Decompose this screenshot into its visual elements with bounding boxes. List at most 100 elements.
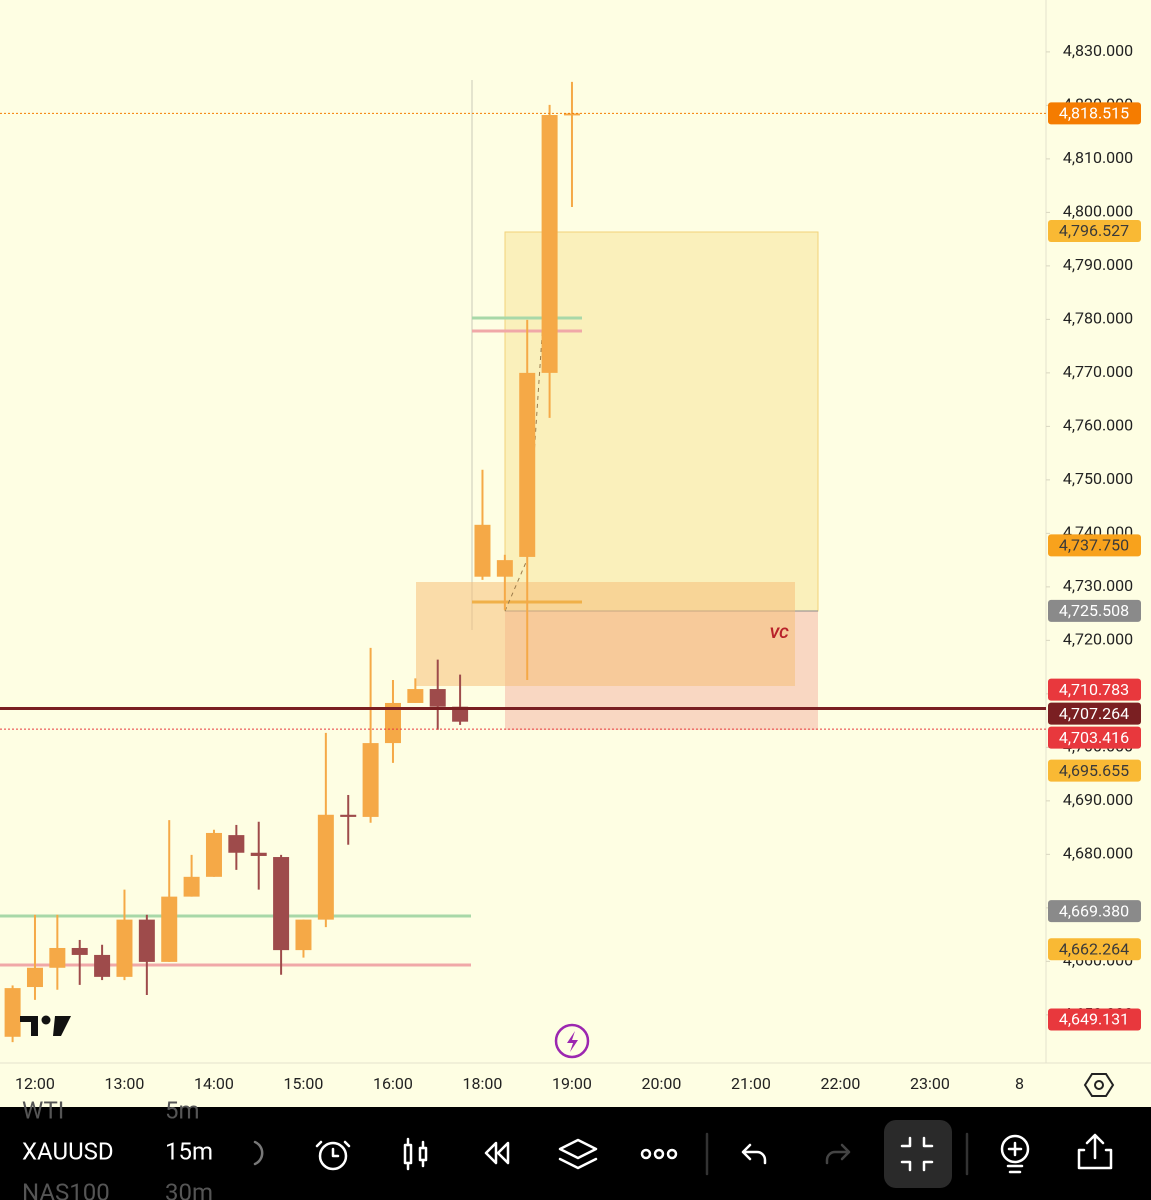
interval-above: 5m bbox=[165, 1096, 200, 1124]
x-tick-label: 12:00 bbox=[15, 1074, 55, 1093]
price-badge-label: 4,710.783 bbox=[1059, 680, 1129, 699]
interval[interactable]: 15m bbox=[165, 1137, 213, 1165]
price-badge bbox=[1048, 900, 1141, 923]
replay-badge[interactable] bbox=[554, 1023, 590, 1059]
candle-body bbox=[94, 954, 111, 977]
chart-background bbox=[0, 0, 1151, 1107]
symbol[interactable]: XAUUSD bbox=[22, 1137, 114, 1165]
price-badge bbox=[1048, 102, 1141, 125]
indicators-button[interactable] bbox=[403, 1137, 428, 1171]
candle-body bbox=[541, 115, 558, 373]
candle-body bbox=[362, 743, 379, 817]
redo-button[interactable] bbox=[825, 1143, 851, 1165]
price-badge bbox=[1048, 938, 1141, 961]
settings-button[interactable] bbox=[1083, 1073, 1115, 1097]
candle-body bbox=[496, 560, 513, 577]
candle-body bbox=[563, 113, 580, 116]
y-tick-label: 4,730.000 bbox=[1063, 576, 1133, 595]
more-button[interactable] bbox=[640, 1148, 678, 1160]
x-tick-label: 23:00 bbox=[910, 1074, 950, 1093]
price-badge-label: 4,649.131 bbox=[1059, 1010, 1129, 1029]
candle-body bbox=[138, 919, 155, 962]
price-badge bbox=[1048, 1008, 1141, 1031]
candle-body bbox=[407, 689, 424, 703]
fullscreen-button[interactable] bbox=[900, 1136, 934, 1172]
candle-body bbox=[474, 524, 491, 577]
price-badge-label: 4,707.264 bbox=[1059, 704, 1129, 723]
symbol-above: WTI bbox=[22, 1096, 64, 1124]
candle-body bbox=[228, 835, 245, 853]
candle-body bbox=[205, 832, 222, 877]
price-badge-label: 4,703.416 bbox=[1059, 728, 1129, 747]
price-badge bbox=[1048, 702, 1141, 725]
price-badge bbox=[1048, 219, 1141, 242]
candle-body bbox=[273, 857, 290, 951]
y-tick-label: 4,750.000 bbox=[1063, 469, 1133, 488]
price-badge-label: 4,737.750 bbox=[1059, 536, 1129, 555]
y-tick-label: 4,680.000 bbox=[1063, 844, 1133, 863]
candle-body bbox=[183, 876, 200, 897]
candle-body bbox=[317, 814, 334, 920]
y-tick-label: 4,780.000 bbox=[1063, 309, 1133, 328]
x-tick-label: 13:00 bbox=[105, 1074, 145, 1093]
picker-arrow bbox=[253, 1140, 264, 1166]
price-badge-label: 4,725.508 bbox=[1059, 601, 1129, 620]
candle-body bbox=[295, 919, 312, 951]
annotation: VC bbox=[770, 624, 789, 642]
y-tick-label: 4,760.000 bbox=[1063, 416, 1133, 435]
y-tick-label: 4,720.000 bbox=[1063, 630, 1133, 649]
price-badge-label: 4,818.515 bbox=[1059, 104, 1129, 123]
x-tick-label: 15:00 bbox=[284, 1074, 324, 1093]
symbol-picker[interactable]: WTI 5m XAUUSD 15m NAS100 30m bbox=[22, 1096, 213, 1200]
price-badge bbox=[1048, 726, 1141, 749]
x-tick-label: 18:00 bbox=[463, 1074, 503, 1093]
x-tick-label: 16:00 bbox=[373, 1074, 413, 1093]
y-tick-label: 4,790.000 bbox=[1063, 255, 1133, 274]
candle-body bbox=[452, 706, 469, 722]
x-tick-label: 20:00 bbox=[642, 1074, 682, 1093]
x-tick-label: 19:00 bbox=[552, 1074, 592, 1093]
candle-body bbox=[71, 947, 88, 955]
candle-body bbox=[250, 852, 267, 856]
series bbox=[4, 81, 580, 1043]
y-tick-label: 4,810.000 bbox=[1063, 148, 1133, 167]
y-tick-label: 4,690.000 bbox=[1063, 790, 1133, 809]
price-badge bbox=[1048, 599, 1141, 622]
candle-body bbox=[429, 689, 446, 707]
tradingview-logo bbox=[20, 1015, 71, 1036]
x-tick-label: 8 bbox=[1015, 1074, 1024, 1093]
undo-button[interactable] bbox=[741, 1143, 767, 1165]
x-tick-label: 21:00 bbox=[731, 1074, 771, 1093]
layers-button[interactable] bbox=[558, 1138, 598, 1170]
price-badge-label: 4,669.380 bbox=[1059, 901, 1129, 920]
price-badge-label: 4,662.264 bbox=[1059, 939, 1129, 958]
y-tick-label: 4,800.000 bbox=[1063, 202, 1133, 221]
x-tick-label: 14:00 bbox=[194, 1074, 234, 1093]
y-tick-label: 4,830.000 bbox=[1063, 41, 1133, 60]
fullscreen-button-bg[interactable] bbox=[884, 1120, 952, 1188]
candle-body bbox=[116, 919, 133, 977]
price-badge-label: 4,695.655 bbox=[1059, 761, 1129, 780]
bottom-toolbar bbox=[0, 1107, 1151, 1200]
price-badge-label: 4,796.527 bbox=[1059, 221, 1129, 240]
symbol-below: NAS100 bbox=[22, 1178, 110, 1200]
candle-body bbox=[49, 947, 66, 968]
replay-button[interactable] bbox=[484, 1141, 510, 1165]
candle-body bbox=[26, 967, 43, 988]
interval-below: 30m bbox=[165, 1178, 213, 1200]
x-tick-label: 22:00 bbox=[821, 1074, 861, 1093]
candle-body bbox=[519, 372, 536, 557]
alert-button[interactable] bbox=[315, 1140, 351, 1171]
ideas-button[interactable] bbox=[1000, 1134, 1030, 1174]
price-badge bbox=[1048, 759, 1141, 782]
candle-body bbox=[384, 702, 401, 744]
candle-body bbox=[161, 896, 178, 962]
price-badge bbox=[1048, 678, 1141, 701]
candle-body bbox=[340, 814, 357, 817]
share-button[interactable] bbox=[1077, 1133, 1113, 1170]
y-tick-label: 4,770.000 bbox=[1063, 362, 1133, 381]
range-box bbox=[416, 582, 795, 686]
candle-body bbox=[4, 988, 21, 1037]
price-badge bbox=[1048, 534, 1141, 557]
